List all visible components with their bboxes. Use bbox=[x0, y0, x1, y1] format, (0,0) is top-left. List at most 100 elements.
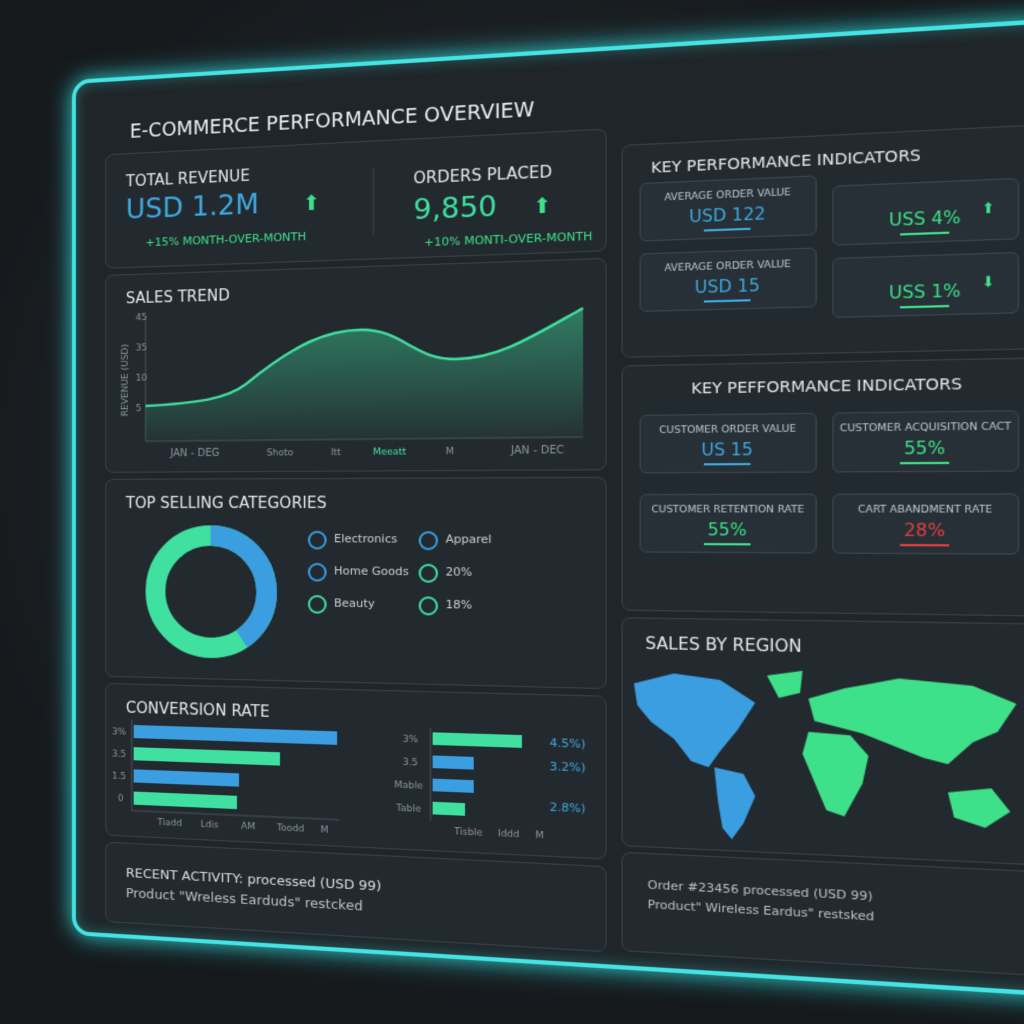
orders-change: +10% MONTI-OVER-MONTH bbox=[424, 229, 593, 250]
kpi-value: USD 15 bbox=[694, 275, 760, 298]
underline bbox=[703, 462, 751, 466]
x-tick-label: ltt bbox=[331, 448, 342, 459]
kpi-value: 55% bbox=[904, 438, 946, 459]
up-arrow: ⬆ bbox=[302, 189, 321, 216]
trend-area bbox=[145, 308, 584, 442]
x-tick-label: Iddd bbox=[498, 829, 520, 841]
y-tick-label: Mable bbox=[394, 780, 423, 792]
x-tick-label: JAN - DEC bbox=[510, 445, 564, 457]
revenue-label: TOTAL REVENUE bbox=[125, 166, 250, 191]
x-tick-label: JAN - DEG bbox=[169, 448, 219, 460]
bar bbox=[133, 747, 280, 766]
legend-icon bbox=[307, 530, 327, 550]
up-arrow: ⬆ bbox=[532, 192, 552, 219]
kpi-card: CUSTOMER ACQUISITION CACT 55% bbox=[832, 410, 1020, 473]
revenue-change: +15% MONTH-OVER-MONTH bbox=[145, 229, 307, 250]
conversion: CONVERSION RATE 3% 3.5 1.5 0 Tiadd Ldis … bbox=[105, 682, 607, 860]
legend-icon bbox=[418, 563, 439, 583]
map-region bbox=[802, 731, 869, 818]
trend-arrow: ⬇ bbox=[981, 274, 996, 292]
kpi-panel: KEY PEFFORMANCE INDICATORS CUSTOMER ORDE… bbox=[621, 357, 1024, 617]
legend-label: 18% bbox=[445, 597, 473, 612]
bar bbox=[432, 755, 474, 770]
bar bbox=[133, 724, 338, 745]
underline bbox=[900, 231, 950, 236]
y-tick-label: 3% bbox=[112, 727, 126, 738]
y-tick-label: 0 bbox=[118, 794, 124, 804]
activity-panel: Order #23456 processed (USD 99) Product"… bbox=[621, 851, 1024, 977]
section-title: TOP SELLING CATEGORIES bbox=[125, 493, 327, 513]
kpi-label: CUSTOMER ACQUISITION CACT bbox=[839, 421, 1012, 435]
world-map bbox=[633, 670, 1017, 841]
x-tick-label: AM bbox=[241, 821, 255, 832]
y-tick-label: Table bbox=[395, 803, 421, 815]
kpi-value: 28% bbox=[904, 520, 946, 541]
y-tick-label: 1.5 bbox=[112, 771, 126, 782]
kpi-card: CUSTOMER RETENTION RATE 55% bbox=[639, 493, 817, 554]
kpi-value: USD 122 bbox=[689, 203, 766, 227]
legend-icon bbox=[307, 594, 327, 614]
underline bbox=[703, 299, 751, 303]
summary-card: TOTAL REVENUE USD 1.2M ⬆ +15% MONTH-OVER… bbox=[105, 128, 607, 269]
x-tick-label: M bbox=[320, 825, 328, 836]
x-tick-label: Toodd bbox=[276, 823, 304, 835]
y-tick-label: 35 bbox=[136, 343, 147, 354]
x-tick-label: M bbox=[446, 447, 454, 458]
x-tick-label: Tiadd bbox=[156, 818, 182, 829]
y-tick-label: 10 bbox=[136, 373, 148, 383]
bar bbox=[432, 732, 522, 748]
bar bbox=[133, 769, 240, 787]
region-panel: SALES BY REGION bbox=[621, 617, 1024, 866]
trend-arrow: ⬆ bbox=[981, 200, 996, 218]
y-axis-label: REVENUE (USD) bbox=[121, 344, 131, 417]
underline bbox=[703, 543, 751, 546]
bar bbox=[432, 778, 474, 793]
kpi-card: CUSTOMER ORDER VALUE US 15 bbox=[639, 412, 817, 474]
y-tick-label: 3.5 bbox=[112, 749, 126, 760]
x-tick-label: Meeatt bbox=[373, 447, 407, 458]
map-region bbox=[947, 786, 1011, 829]
orders-value: 9,850 bbox=[413, 190, 497, 227]
dashboard: E-COMMERCE PERFORMANCE OVERVIEW TOTAL RE… bbox=[72, 18, 1024, 997]
y-tick-label: 45 bbox=[136, 313, 147, 324]
recent-activity: RECENT ACTIVITY: processed (USD 99) Prod… bbox=[105, 841, 607, 953]
legend-label: Apparel bbox=[445, 532, 492, 547]
section-title: KEY PERFORMANCE INDICATORS bbox=[650, 147, 921, 178]
map-region bbox=[633, 672, 756, 769]
kpi-card: USS 4% ⬆ bbox=[832, 177, 1020, 246]
legend-label: Home Goods bbox=[333, 564, 409, 579]
y-tick-label: 3% bbox=[403, 734, 418, 745]
kpi-card: USS 1% ⬇ bbox=[832, 251, 1020, 318]
sales-trend: SALES TREND 45 35 10 5 REVENUE (USD) JAN… bbox=[105, 257, 607, 473]
legend-label: Beauty bbox=[333, 596, 375, 611]
categories: TOP SELLING CATEGORIES Electronics Appare… bbox=[105, 476, 607, 690]
y-tick-label: 3.5 bbox=[403, 757, 418, 768]
legend-label: 20% bbox=[445, 564, 473, 579]
x-tick-label: Shoto bbox=[267, 448, 294, 459]
orders-label: ORDERS PLACED bbox=[413, 162, 553, 188]
kpi-value: US 15 bbox=[701, 439, 754, 460]
underline bbox=[900, 543, 950, 547]
map-region bbox=[766, 670, 803, 699]
divider bbox=[372, 167, 374, 236]
kpi-label: CUSTOMER RETENTION RATE bbox=[651, 504, 805, 516]
kpi-label: CART ABANDMENT RATE bbox=[857, 504, 993, 517]
conversion-chart: 3% 3.5 1.5 0 Tiadd Ldis AM Toodd M 3% 3.… bbox=[112, 714, 586, 842]
bar bbox=[133, 791, 237, 810]
legend-label: Electronics bbox=[333, 531, 398, 546]
underline bbox=[703, 227, 751, 232]
legend-icon bbox=[418, 531, 439, 551]
kpi-panel: KEY PERFORMANCE INDICATORS AVERAGE ORDER… bbox=[621, 124, 1024, 358]
kpi-label: CUSTOMER ORDER VALUE bbox=[659, 423, 797, 437]
underline bbox=[900, 461, 950, 465]
x-tick-label: M bbox=[535, 830, 544, 841]
kpi-card: AVERAGE ORDER VALUE USD 122 bbox=[639, 175, 817, 242]
underline bbox=[900, 304, 950, 309]
value-label: 4.5%) bbox=[550, 736, 586, 751]
x-tick-label: Tisble bbox=[453, 827, 482, 839]
value-label: 3.2%) bbox=[550, 759, 586, 774]
legend-icon bbox=[418, 596, 439, 616]
kpi-value: 55% bbox=[707, 520, 747, 540]
x-tick-label: Ldis bbox=[201, 820, 219, 831]
